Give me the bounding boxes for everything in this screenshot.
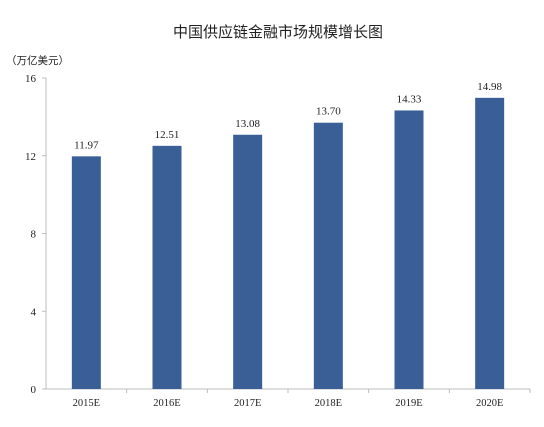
bar-2016E <box>152 145 182 389</box>
x-tick-label: 2016E <box>153 398 180 409</box>
bar-2020E <box>475 97 505 390</box>
data-label: 12.51 <box>155 129 180 141</box>
x-tick-label: 2020E <box>476 398 503 409</box>
bar-2019E <box>394 110 424 389</box>
data-label: 14.98 <box>477 81 502 93</box>
data-label: 14.33 <box>397 93 422 105</box>
x-tick-label: 2018E <box>315 398 342 409</box>
x-tick-label: 2017E <box>234 398 261 409</box>
y-tick-label: 16 <box>25 73 37 85</box>
bar-2015E <box>71 156 101 389</box>
data-label: 13.08 <box>235 118 260 130</box>
x-tick-label: 2015E <box>73 398 100 409</box>
plot-area: 0 4 8 12 16 11.97 2015E 12.51 2016E 13.08 2017E 13.… <box>25 73 531 409</box>
y-tick-label: 4 <box>31 306 37 318</box>
x-tick-label: 2019E <box>395 398 422 409</box>
bar-2018E <box>313 122 343 390</box>
y-tick-label: 0 <box>31 384 37 396</box>
chart-title: 中国供应链金融市场规模增长图 <box>173 23 383 41</box>
data-label: 11.97 <box>74 139 99 151</box>
data-label: 13.70 <box>316 106 341 118</box>
y-tick-label: 8 <box>31 229 37 241</box>
y-unit-label: （万亿美元） <box>6 54 69 67</box>
bar-2017E <box>233 134 263 389</box>
y-tick-label: 12 <box>25 151 36 163</box>
